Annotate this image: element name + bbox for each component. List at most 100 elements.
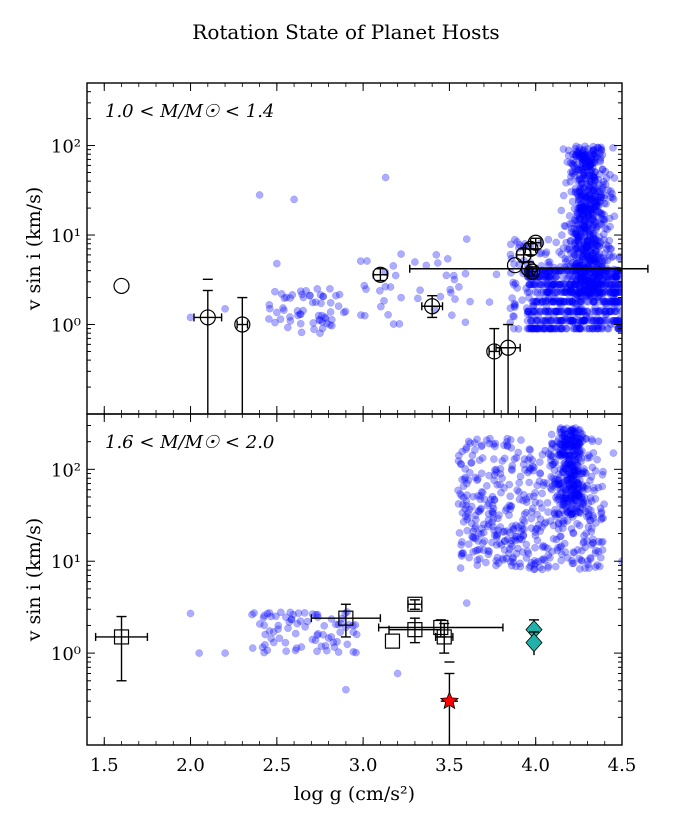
field-star-point xyxy=(573,216,581,225)
field-star-point xyxy=(549,280,557,289)
field-star-point xyxy=(263,646,272,655)
field-star-point xyxy=(550,294,558,303)
field-star-point xyxy=(565,293,574,302)
field-star-point xyxy=(580,217,589,226)
field-star-point xyxy=(564,307,573,316)
field-star-point xyxy=(589,204,597,212)
field-star-point xyxy=(285,618,294,626)
field-star-point xyxy=(567,288,576,296)
field-star-point xyxy=(588,287,597,296)
field-star-point xyxy=(577,278,586,287)
field-star-point xyxy=(575,262,584,270)
field-star-point xyxy=(569,316,578,325)
field-star-point xyxy=(597,253,605,262)
field-star-point xyxy=(543,288,552,296)
field-star-point xyxy=(590,158,599,166)
field-star-point xyxy=(578,262,587,270)
field-star-point xyxy=(571,290,580,298)
field-star-point xyxy=(581,216,589,225)
field-star-point xyxy=(545,273,553,281)
field-star-point xyxy=(562,238,571,247)
field-star-point xyxy=(335,290,344,299)
field-star-point xyxy=(476,505,485,514)
field-star-point xyxy=(544,449,553,458)
field-star-point xyxy=(477,504,485,513)
field-star-point xyxy=(541,307,550,316)
field-star-point xyxy=(300,609,309,617)
field-star-point xyxy=(588,275,597,283)
field-star-point xyxy=(301,623,309,631)
field-star-point xyxy=(592,225,600,234)
field-star-point xyxy=(594,285,602,294)
field-star-point xyxy=(576,324,585,333)
field-star-point xyxy=(584,451,593,460)
field-star-point xyxy=(581,257,590,266)
field-star-point xyxy=(546,307,555,316)
field-star-point xyxy=(557,324,565,333)
field-star-point xyxy=(559,297,568,306)
field-star-point xyxy=(606,290,615,299)
field-star-point xyxy=(572,277,580,286)
field-star-point xyxy=(588,163,597,172)
field-star-point xyxy=(586,555,595,563)
field-star-point xyxy=(575,267,584,276)
field-star-point xyxy=(595,292,604,301)
field-star-point xyxy=(605,285,613,293)
field-star-point xyxy=(584,505,593,514)
field-star-point xyxy=(575,288,584,296)
field-star-point xyxy=(506,240,515,249)
field-star-point xyxy=(586,178,594,187)
field-star-point xyxy=(349,648,358,656)
field-star-point xyxy=(531,531,540,540)
field-star-point xyxy=(289,610,297,619)
field-star-point xyxy=(597,324,606,333)
host-point xyxy=(388,617,442,644)
field-star-point xyxy=(577,211,585,219)
field-star-point xyxy=(536,469,545,477)
field-star-point xyxy=(592,202,600,211)
field-star-point xyxy=(578,156,587,164)
field-star-point xyxy=(538,543,547,551)
field-star-point xyxy=(589,284,598,292)
field-star-point xyxy=(601,316,610,325)
field-star-point xyxy=(587,179,596,187)
field-star-point xyxy=(349,628,358,636)
field-star-point xyxy=(186,609,195,618)
field-star-point xyxy=(568,297,577,306)
diamond-point xyxy=(525,631,543,656)
field-star-point xyxy=(607,288,616,296)
field-star-point xyxy=(603,324,612,333)
field-star-point xyxy=(362,285,370,294)
field-star-point xyxy=(570,273,579,281)
field-star-point xyxy=(579,273,587,281)
field-star-point xyxy=(286,313,294,321)
field-star-point xyxy=(529,324,537,333)
field-star-point xyxy=(593,314,602,323)
field-star-point xyxy=(591,259,600,267)
field-star-point xyxy=(589,278,598,286)
field-star-point xyxy=(309,319,318,327)
field-star-point xyxy=(339,308,348,317)
field-star-point xyxy=(585,277,593,286)
field-star-point xyxy=(539,481,548,490)
field-star-point xyxy=(500,537,509,546)
field-star-point xyxy=(475,555,484,563)
field-star-point xyxy=(265,315,273,323)
field-star-point xyxy=(585,196,594,205)
field-star-point xyxy=(596,316,605,325)
field-star-point xyxy=(574,204,582,213)
field-star-point xyxy=(599,230,608,239)
field-star-point xyxy=(554,480,563,489)
field-star-point xyxy=(610,289,619,298)
field-star-point xyxy=(560,434,569,443)
field-star-point xyxy=(585,228,594,236)
field-star-point xyxy=(508,542,516,551)
field-star-point xyxy=(583,168,592,177)
field-star-point xyxy=(532,324,541,333)
field-star-point xyxy=(511,279,520,288)
field-star-point xyxy=(581,151,590,160)
field-star-point xyxy=(593,293,602,302)
field-star-point xyxy=(598,470,607,479)
field-star-point xyxy=(591,248,600,256)
